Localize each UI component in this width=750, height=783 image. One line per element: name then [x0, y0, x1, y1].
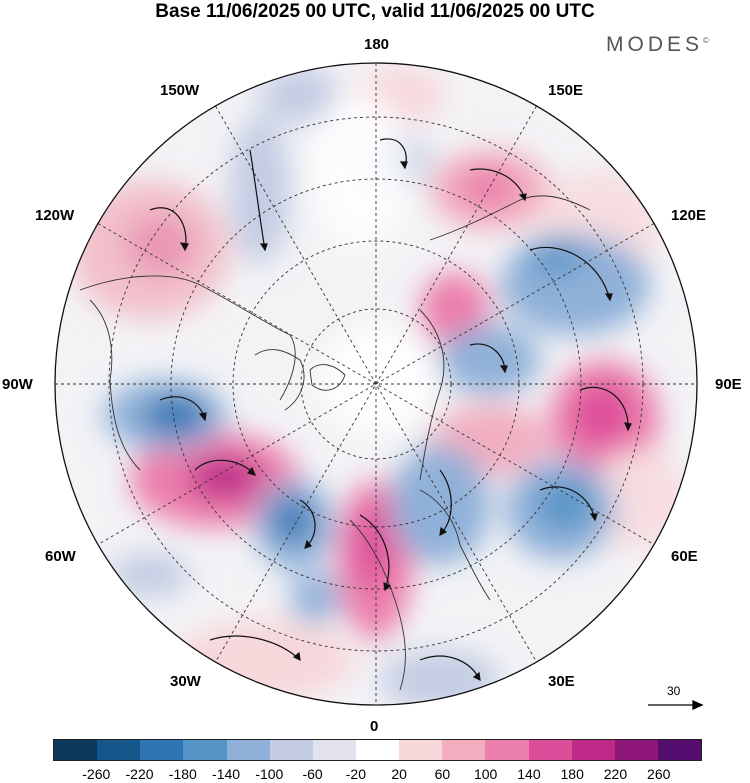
- colorbar-swatch: [485, 740, 529, 760]
- lon-label-150w: 150W: [160, 82, 200, 99]
- colorbar-tick-label: -140: [212, 766, 241, 782]
- colorbar-tick-label: -60: [302, 766, 323, 782]
- lon-label-120w: 120W: [35, 207, 75, 224]
- colorbar-swatch: [355, 740, 400, 760]
- colorbar-tick-label: 60: [434, 766, 451, 782]
- brand-logo: MODES©: [606, 33, 709, 56]
- colorbar-swatch: [571, 740, 615, 760]
- colorbar-swatch: [399, 740, 443, 760]
- lon-label-180: 180: [364, 36, 390, 53]
- colorbar-tick-label: 260: [647, 766, 671, 782]
- colorbar-swatch: [54, 740, 98, 760]
- colorbar-tick-label: -180: [168, 766, 197, 782]
- map-title: Base 11/06/2025 00 UTC, valid 11/06/2025…: [155, 1, 595, 22]
- map-boundary: [54, 62, 698, 706]
- colorbar-tick-label: 140: [517, 766, 541, 782]
- lon-label-60w: 60W: [45, 548, 76, 565]
- colorbar-tick-label: -260: [82, 766, 111, 782]
- colorbar-tick-label: 220: [603, 766, 628, 782]
- lon-label-150e: 150E: [548, 82, 584, 99]
- lon-label-30e: 30E: [548, 673, 575, 690]
- colorbar-swatch: [97, 740, 141, 760]
- colorbar-tick-label: 20: [391, 766, 407, 782]
- colorbar-swatch: [312, 740, 356, 760]
- lon-label-90e: 90E: [715, 376, 742, 393]
- colorbar-tick-label: -220: [125, 766, 154, 782]
- graticule: [55, 63, 697, 705]
- reference-vector-arrow: [648, 699, 704, 711]
- colorbar-swatch: [140, 740, 184, 760]
- anomaly-field: [55, 63, 697, 705]
- colorbar-tick-label: 180: [560, 766, 584, 782]
- colorbar-swatch: [614, 740, 658, 760]
- colorbar-swatch: [226, 740, 270, 760]
- lon-label-30w: 30W: [170, 673, 201, 690]
- lon-label-90w: 90W: [2, 376, 33, 393]
- lon-label-0: 0: [370, 718, 379, 735]
- colorbar-tick-label: -20: [345, 766, 366, 782]
- colorbar-swatch: [528, 740, 572, 760]
- lon-label-120e: 120E: [671, 207, 707, 224]
- colorbar-swatch: [269, 740, 313, 760]
- reference-vector-value: 30: [667, 684, 681, 698]
- colorbar-swatch: [442, 740, 486, 760]
- colorbar-swatch: [657, 740, 702, 760]
- colorbar-tick-label: -100: [255, 766, 284, 782]
- colorbar-swatch: [183, 740, 227, 760]
- colorbar-tick-label: 100: [473, 766, 498, 782]
- wind-vectors: [149, 138, 632, 682]
- lon-label-60e: 60E: [671, 548, 698, 565]
- colorbar: [53, 739, 702, 761]
- coastlines: [79, 195, 591, 691]
